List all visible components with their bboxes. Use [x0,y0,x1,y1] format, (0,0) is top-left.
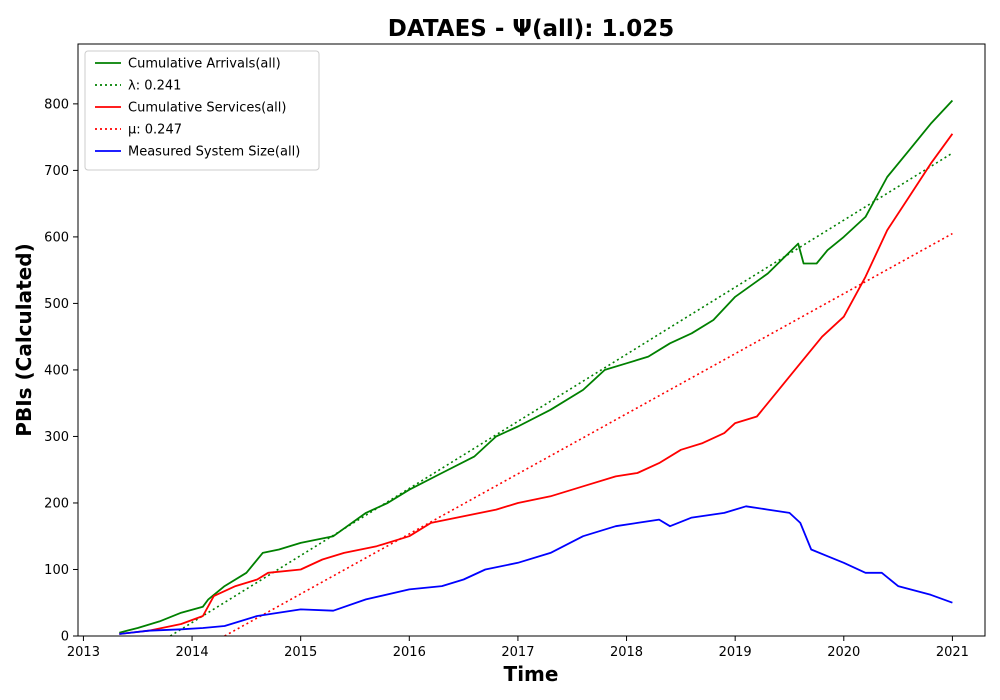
x-tick-label: 2020 [827,645,860,660]
y-tick-label: 600 [44,230,69,245]
legend: Cumulative Arrivals(all) λ: 0.241 Cumulati… [84,50,320,171]
x-tick-label: 2014 [176,645,209,660]
x-tick-label: 2017 [501,645,534,660]
legend-frame [84,50,320,171]
legend-entry-4: Measured System Size(all) [128,145,300,160]
y-tick-label: 400 [44,363,69,378]
series-layer [119,99,954,636]
y-tick-label: 100 [44,563,69,578]
series-line-2 [119,133,954,635]
legend-entry-2: Cumulative Services(all) [128,101,286,116]
series-line-0 [119,99,954,634]
chart-title: DATAES - Ψ(all): 1.025 [388,16,674,42]
y-tick-label: 0 [61,630,69,645]
y-tick-label: 700 [44,164,69,179]
series-line-3 [224,232,953,636]
x-tick-label: 2019 [719,645,752,660]
x-tick-label: 2015 [284,645,317,660]
plot-frame [77,43,986,637]
x-tick-label: 2018 [610,645,643,660]
series-line-1 [169,152,953,636]
x-tick-label: 2013 [67,645,100,660]
y-axis-title: PBIs (Calculated) [12,243,36,436]
x-axis-title: Time [504,662,559,686]
y-tick-label: 300 [44,430,69,445]
series-line-4 [119,505,953,635]
x-axis: 2013 2014 2015 2016 2017 2018 2019 2020 2021 [67,636,969,660]
x-tick-label: 2021 [936,645,969,660]
legend-entry-0: Cumulative Arrivals(all) [128,57,281,72]
legend-entry-3: μ: 0.247 [128,123,182,138]
y-tick-label: 200 [44,496,69,511]
x-tick-label: 2016 [393,645,426,660]
y-tick-label: 800 [44,97,69,112]
legend-entry-1: λ: 0.241 [128,79,181,94]
y-axis: 0 100 200 300 400 500 600 700 800 [44,97,78,645]
y-tick-label: 500 [44,297,69,312]
